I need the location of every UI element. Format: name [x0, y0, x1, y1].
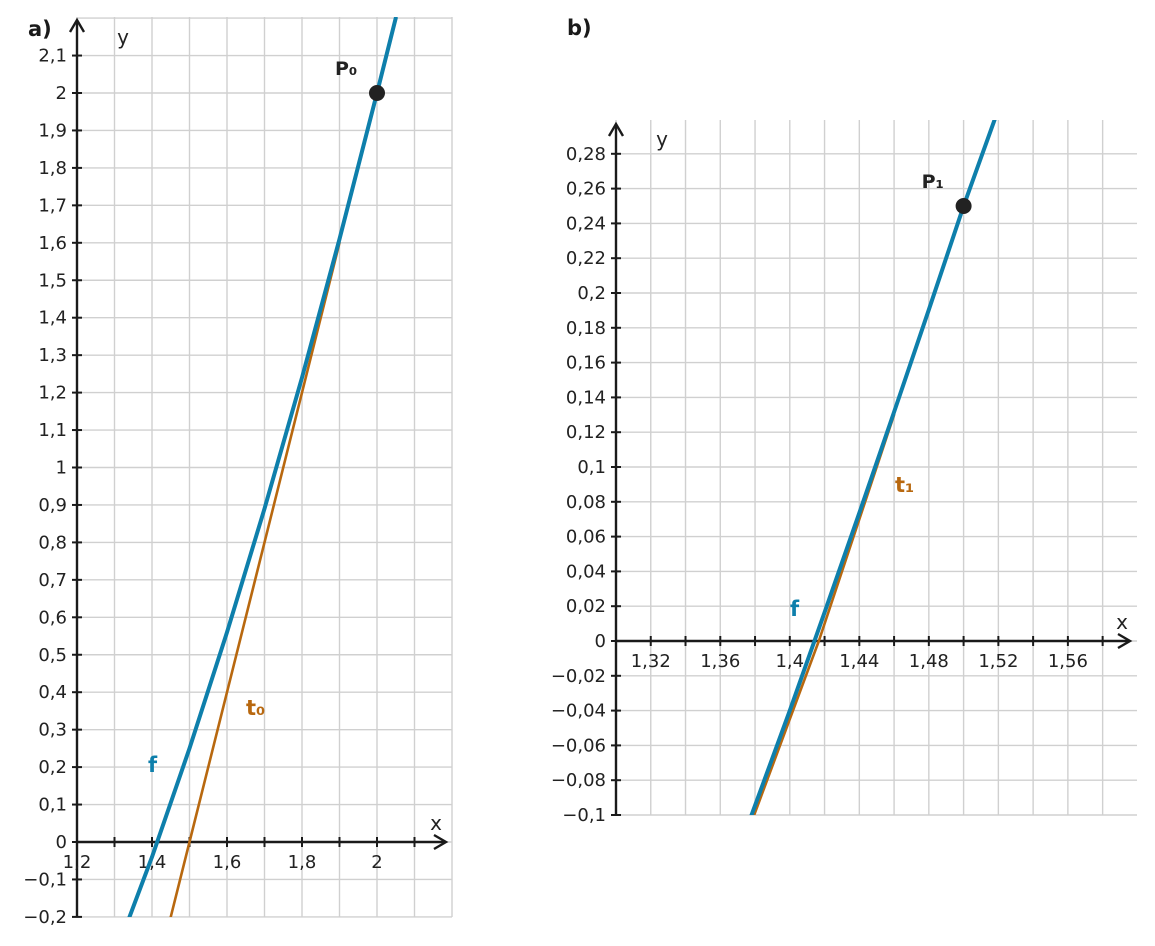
y-tick-label: −0,2: [23, 907, 67, 928]
point-label: P₀: [335, 58, 357, 80]
y-tick-label: 1,9: [38, 120, 67, 141]
series-group: [749, 120, 997, 815]
x-tick-label: 1,32: [631, 651, 671, 672]
x-tick-label: 1,36: [700, 651, 740, 672]
point-label: P₁: [922, 171, 944, 193]
y-tick-label: 0,3: [38, 720, 67, 741]
y-tick-label: 1,4: [38, 308, 67, 329]
y-tick-label: 1,6: [38, 233, 67, 254]
y-tick-label: 0,16: [566, 353, 606, 374]
y-axis-arrow: [68, 17, 86, 33]
y-tick-label: 1,7: [38, 195, 67, 216]
y-tick-label: 0,14: [566, 387, 606, 408]
y-tick-label: 2: [56, 83, 67, 104]
x-tick-label: 1,6: [213, 852, 242, 873]
y-tick-label: −0,08: [551, 770, 606, 791]
y-axis-label: y: [656, 127, 668, 151]
series-f-label: f: [148, 753, 158, 777]
y-tick-label: 0,08: [566, 492, 606, 513]
series-tangent-label: t₁: [895, 473, 914, 497]
grid: [615, 120, 1137, 816]
x-tick-label: 1,52: [978, 651, 1018, 672]
panel-label: b): [567, 16, 592, 40]
x-axis-arrow: [1117, 632, 1133, 650]
y-tick-label: 1,3: [38, 345, 67, 366]
panel-label: a): [28, 17, 52, 41]
y-tick-label: 0,8: [38, 532, 67, 553]
axes: 1,32 1,36 1,4 1,44 1,48 1,52 1,56 −0,1 −0,08 −0,0…: [551, 121, 1133, 826]
y-tick-label: 0: [595, 631, 606, 652]
y-tick-label: 1: [56, 458, 67, 479]
x-tick-label: 1,44: [839, 651, 879, 672]
x-axis-label: x: [1116, 610, 1128, 634]
series-f-line: [127, 17, 398, 917]
y-tick-label: 0,24: [566, 213, 606, 234]
y-tick-label: 0,6: [38, 607, 67, 628]
series-group: [127, 17, 398, 917]
y-tick-label: −0,1: [562, 805, 606, 826]
series-f-label: f: [790, 597, 800, 621]
axes: 1,2 1,4 1,6 1,8 2 −0,2 −0,1 0 0,1 0,2 0,3 0,4 0,5 0,6…: [23, 17, 449, 928]
y-tick-label: 1,2: [38, 383, 67, 404]
y-tick-label: 0,04: [566, 561, 606, 582]
grid: [76, 17, 453, 918]
y-tick-label: 0,22: [566, 248, 606, 269]
y-tick-label: 0,28: [566, 144, 606, 165]
y-tick-label: 0,1: [38, 795, 67, 816]
y-tick-label: −0,02: [551, 666, 606, 687]
series-f-line: [749, 120, 997, 815]
y-tick-label: 0,12: [566, 422, 606, 443]
y-tick-label: 0,9: [38, 495, 67, 516]
x-axis-arrow: [433, 833, 449, 851]
y-tick-label: −0,04: [551, 701, 606, 722]
y-tick-label: 1,5: [38, 270, 67, 291]
y-tick-label: 0,06: [566, 527, 606, 548]
x-tick-label: 1,56: [1048, 651, 1088, 672]
y-tick-label: 0,2: [38, 757, 67, 778]
y-tick-label: 0: [56, 832, 67, 853]
y-tick-label: 0,18: [566, 318, 606, 339]
series-tangent-label: t₀: [246, 696, 265, 720]
y-tick-label: 0,4: [38, 682, 67, 703]
point-marker: [369, 85, 385, 101]
x-axis-label: x: [430, 811, 442, 835]
chart-panel-b: 1,32 1,36 1,4 1,44 1,48 1,52 1,56 −0,1 −0,08 −0,0…: [551, 16, 1137, 826]
y-tick-label: 0,7: [38, 570, 67, 591]
x-tick-label: 1,48: [909, 651, 949, 672]
x-tick-label: 1,2: [63, 852, 92, 873]
y-tick-label: −0,1: [23, 869, 67, 890]
y-tick-label: 1,1: [38, 420, 67, 441]
x-tick-label: 1,8: [288, 852, 317, 873]
y-tick-label: 0,5: [38, 645, 67, 666]
series-tangent-line: [169, 241, 341, 917]
x-tick-label: 2: [371, 852, 382, 873]
y-tick-label: −0,06: [551, 735, 606, 756]
y-tick-label: 0,26: [566, 179, 606, 200]
y-axis-label: y: [117, 25, 129, 49]
point-marker: [955, 198, 972, 214]
chart-panel-a: 1,2 1,4 1,6 1,8 2 −0,2 −0,1 0 0,1 0,2 0,3 0,4 0,5 0,6…: [23, 17, 453, 928]
y-tick-label: 0,2: [577, 283, 606, 304]
y-axis-arrow: [607, 121, 625, 137]
y-tick-label: 0,02: [566, 596, 606, 617]
x-tick-label: 1,4: [775, 651, 804, 672]
y-tick-label: 2,1: [38, 46, 67, 67]
y-tick-label: 1,8: [38, 158, 67, 179]
y-tick-label: 0,1: [577, 457, 606, 478]
